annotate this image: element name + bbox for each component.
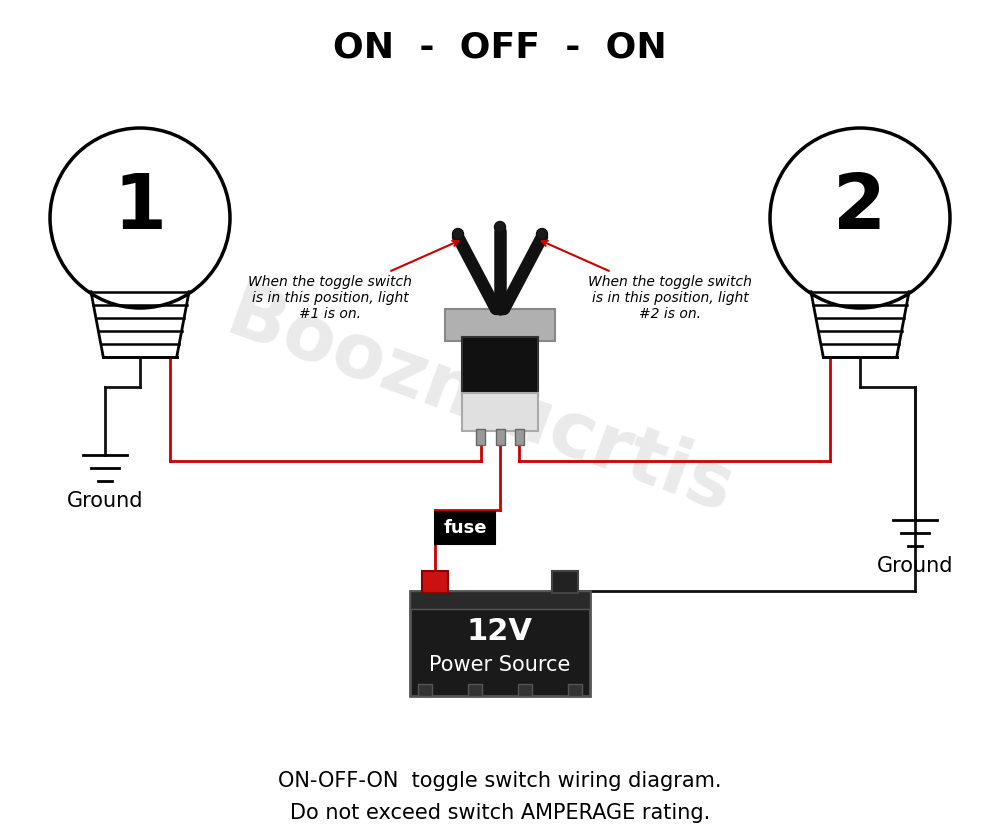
- Text: Power Source: Power Source: [429, 655, 571, 675]
- Text: 1: 1: [114, 171, 166, 245]
- Bar: [468, 684, 482, 696]
- Text: 2: 2: [833, 171, 887, 245]
- Text: When the toggle switch
is in this position, light
#2 is on.: When the toggle switch is in this positi…: [542, 241, 752, 322]
- Circle shape: [452, 228, 464, 240]
- Text: ON-OFF-ON  toggle switch wiring diagram.: ON-OFF-ON toggle switch wiring diagram.: [278, 771, 722, 791]
- Bar: [568, 684, 582, 696]
- FancyBboxPatch shape: [435, 512, 495, 544]
- Bar: [514, 429, 524, 445]
- Text: Do not exceed switch AMPERAGE rating.: Do not exceed switch AMPERAGE rating.: [290, 803, 710, 823]
- Circle shape: [536, 228, 548, 240]
- Bar: [552, 571, 578, 592]
- Bar: [462, 337, 538, 395]
- Bar: [476, 429, 485, 445]
- Text: Ground: Ground: [877, 556, 953, 576]
- Text: ON  -  OFF  -  ON: ON - OFF - ON: [333, 31, 667, 65]
- Bar: [462, 393, 538, 431]
- Bar: [410, 591, 590, 608]
- Text: fuse: fuse: [443, 519, 487, 537]
- Text: Ground: Ground: [67, 491, 143, 511]
- Bar: [422, 571, 448, 592]
- Text: When the toggle switch
is in this position, light
#1 is on.: When the toggle switch is in this positi…: [248, 241, 458, 322]
- Circle shape: [494, 222, 506, 232]
- Text: 12V: 12V: [467, 616, 533, 646]
- Bar: [418, 684, 432, 696]
- Bar: [496, 429, 505, 445]
- Bar: [445, 309, 555, 341]
- Bar: [518, 684, 532, 696]
- Bar: [410, 591, 590, 696]
- Text: Boozmucrtis: Boozmucrtis: [217, 277, 743, 529]
